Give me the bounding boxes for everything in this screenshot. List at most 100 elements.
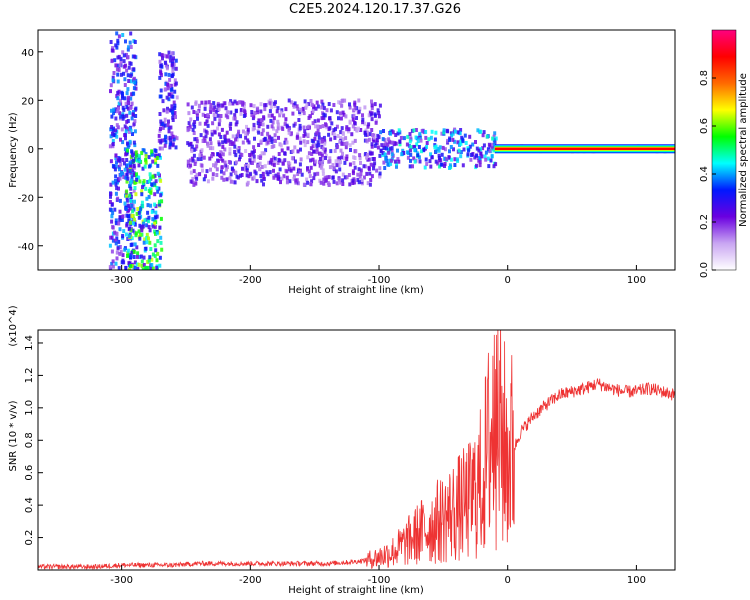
heat-cell-457 xyxy=(132,173,136,178)
heat-cell-1803 xyxy=(466,152,470,157)
heat-cell-1938 xyxy=(449,145,453,149)
heat-cell-1111 xyxy=(352,161,356,165)
heat-cell-1068 xyxy=(267,160,271,165)
heat-cell-964 xyxy=(309,99,313,103)
heat-cell-1495 xyxy=(221,152,225,157)
heat-cell-308 xyxy=(124,129,128,134)
heat-cell-1075 xyxy=(270,144,274,149)
snr-series xyxy=(38,330,675,570)
heat-cell-263 xyxy=(127,65,131,70)
heat-cell-739 xyxy=(169,125,173,130)
heat-cell-1831 xyxy=(438,164,442,169)
heat-cell-1478 xyxy=(330,121,334,126)
heat-cell-708 xyxy=(158,146,162,151)
heat-cell-891 xyxy=(257,143,261,147)
heat-cell-420 xyxy=(130,264,134,269)
heat-cell-1072 xyxy=(259,109,263,114)
heat-cell-1902 xyxy=(466,146,470,151)
heat-cell-1668 xyxy=(283,122,287,127)
heat-cell-876 xyxy=(192,122,196,127)
heat-cell-353 xyxy=(116,109,120,114)
heat-cell-1313 xyxy=(322,106,326,111)
heat-cell-1524 xyxy=(229,121,233,126)
heat-cell-480 xyxy=(140,259,144,264)
heat-cell-1358 xyxy=(377,135,381,140)
heat-cell-942 xyxy=(375,168,379,173)
heat-cell-161 xyxy=(127,130,131,134)
heat-cell-485 xyxy=(140,192,144,197)
heat-cell-361 xyxy=(122,59,126,64)
heat-cell-321 xyxy=(120,170,124,175)
heat-cell-273 xyxy=(110,108,113,113)
heat-cell-841 xyxy=(342,141,346,146)
heat-cell-1186 xyxy=(209,106,213,111)
heat-cell-1250 xyxy=(251,150,255,155)
heat-cell-1278 xyxy=(358,174,362,179)
heat-cell-993 xyxy=(252,114,256,119)
heat-cell-715 xyxy=(164,140,168,145)
heat-cell-1806 xyxy=(458,131,462,136)
heat-cell-82 xyxy=(114,238,117,243)
heat-cell-482 xyxy=(154,158,157,163)
heat-cell-1484 xyxy=(261,171,265,176)
heat-cell-1266 xyxy=(335,124,339,129)
heat-cell-1855 xyxy=(391,140,395,145)
heat-cell-1799 xyxy=(379,130,383,135)
heat-cell-764 xyxy=(171,134,175,139)
heat-cell-1744 xyxy=(398,130,402,135)
heat-cell-710 xyxy=(168,84,172,89)
heat-cell-193 xyxy=(130,149,134,154)
heat-cell-54 xyxy=(111,238,115,243)
heat-cell-208 xyxy=(112,107,116,112)
heat-cell-1822 xyxy=(411,164,414,169)
heat-cell-975 xyxy=(336,134,340,138)
heat-cell-693 xyxy=(175,95,179,100)
heat-cell-1579 xyxy=(272,163,276,168)
heat-cell-1242 xyxy=(348,102,351,107)
heat-cell-1893 xyxy=(388,158,392,163)
snr-panel: -300 -200 -100 0 100 0.2 0.4 0.6 0.8 1.0 1.2 1.4 He… xyxy=(8,305,676,596)
heat-cell-737 xyxy=(165,54,169,59)
heat-cell-1875 xyxy=(446,129,450,134)
heat-cell-1428 xyxy=(252,145,256,150)
heat-cell-1273 xyxy=(368,171,372,176)
heat-cell-330 xyxy=(124,136,127,141)
heat-cell-1684 xyxy=(478,163,482,168)
heat-cell-822 xyxy=(341,172,345,177)
heat-cell-1654 xyxy=(189,163,193,168)
heat-cell-1641 xyxy=(210,154,214,159)
heat-cell-1435 xyxy=(188,158,192,163)
heat-cell-1589 xyxy=(315,131,319,136)
heat-cell-789 xyxy=(233,113,237,118)
heat-cell-131 xyxy=(119,249,123,254)
heat-cell-163 xyxy=(118,176,122,181)
heat-cell-1932 xyxy=(433,145,437,150)
snr-x-tick-label: -300 xyxy=(110,575,133,586)
heat-cell-1821 xyxy=(448,149,451,154)
heat-cell-1673 xyxy=(469,157,473,162)
heat-cell-1754 xyxy=(453,157,457,162)
heat-cell-567 xyxy=(128,169,132,173)
heat-cell-473 xyxy=(134,153,138,158)
heat-cell-419 xyxy=(158,263,162,268)
heat-cell-931 xyxy=(309,165,313,170)
heat-cell-1181 xyxy=(328,159,332,164)
heat-cell-178 xyxy=(125,68,129,73)
heat-cell-1482 xyxy=(240,100,244,105)
heat-cell-103 xyxy=(115,256,119,261)
heat-cell-624 xyxy=(142,263,146,267)
heat-cell-414 xyxy=(125,179,129,184)
heat-cell-1562 xyxy=(366,152,369,157)
heat-cell-386 xyxy=(125,193,128,198)
heat-cell-1708 xyxy=(382,160,386,165)
heat-cell-240 xyxy=(121,105,125,110)
heat-cell-580 xyxy=(133,186,137,190)
heat-cell-1205 xyxy=(353,126,357,131)
heat-cell-748 xyxy=(165,66,169,71)
heat-cell-1620 xyxy=(305,103,309,108)
heat-cell-1573 xyxy=(257,124,261,129)
heat-cell-380 xyxy=(153,224,157,229)
heat-cell-623 xyxy=(151,174,155,179)
heat-cell-1876 xyxy=(484,157,488,162)
heat-cell-1498 xyxy=(270,113,274,118)
